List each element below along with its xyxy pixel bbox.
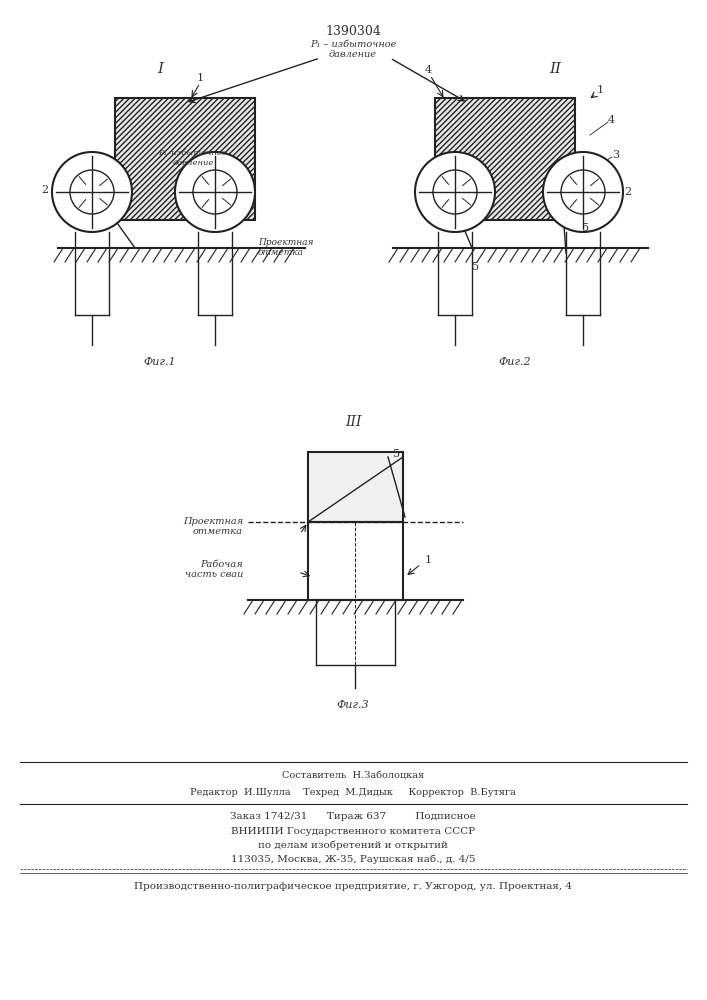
Text: 3: 3 <box>612 150 619 160</box>
Text: Фиг.1: Фиг.1 <box>144 357 176 367</box>
Text: 1: 1 <box>424 555 431 565</box>
Text: Проектная
отметка: Проектная отметка <box>182 517 243 536</box>
Text: Заказ 1742/31      Тираж 637         Подписное: Заказ 1742/31 Тираж 637 Подписное <box>230 812 476 821</box>
Bar <box>308 522 403 600</box>
Text: 4: 4 <box>608 115 615 125</box>
Text: I: I <box>157 62 163 76</box>
Bar <box>435 98 575 220</box>
Text: Проектная
отметка: Проектная отметка <box>258 238 313 257</box>
Text: 113035, Москва, Ж-35, Раушская наб., д. 4/5: 113035, Москва, Ж-35, Раушская наб., д. … <box>230 855 475 864</box>
Text: Редактор  И.Шулла    Техред  М.Дидык     Корректор  В.Бутяга: Редактор И.Шулла Техред М.Дидык Корректо… <box>190 788 516 797</box>
Text: Фиг.2: Фиг.2 <box>498 357 532 367</box>
Circle shape <box>52 152 132 232</box>
Text: 2: 2 <box>42 185 49 195</box>
Text: P₁ – избыточное
давление: P₁ – избыточное давление <box>310 40 396 59</box>
Text: 1: 1 <box>597 85 604 95</box>
Text: 1390304: 1390304 <box>325 25 381 38</box>
Text: 1: 1 <box>197 73 204 83</box>
Text: Рабочая
часть сваи: Рабочая часть сваи <box>185 560 243 579</box>
Text: 5: 5 <box>472 262 479 272</box>
Text: Составитель  Н.Заболоцкая: Составитель Н.Заболоцкая <box>282 772 424 781</box>
Text: 5: 5 <box>582 223 589 233</box>
Text: Производственно-полиграфическое предприятие, г. Ужгород, ул. Проектная, 4: Производственно-полиграфическое предприя… <box>134 882 572 891</box>
Bar <box>308 452 403 522</box>
Text: 4: 4 <box>424 65 431 75</box>
Text: Фиг.3: Фиг.3 <box>337 700 369 710</box>
Text: по делам изобретений и открытий: по делам изобретений и открытий <box>258 841 448 850</box>
Text: 5: 5 <box>393 449 401 459</box>
Text: P₁–избыточное
давление: P₁–избыточное давление <box>158 149 228 167</box>
Circle shape <box>415 152 495 232</box>
Circle shape <box>175 152 255 232</box>
Text: III: III <box>345 415 361 429</box>
Text: II: II <box>549 62 561 76</box>
Text: ВНИИПИ Государственного комитета СССР: ВНИИПИ Государственного комитета СССР <box>231 827 475 836</box>
Text: 2: 2 <box>624 187 631 197</box>
Circle shape <box>543 152 623 232</box>
Bar <box>115 98 255 220</box>
